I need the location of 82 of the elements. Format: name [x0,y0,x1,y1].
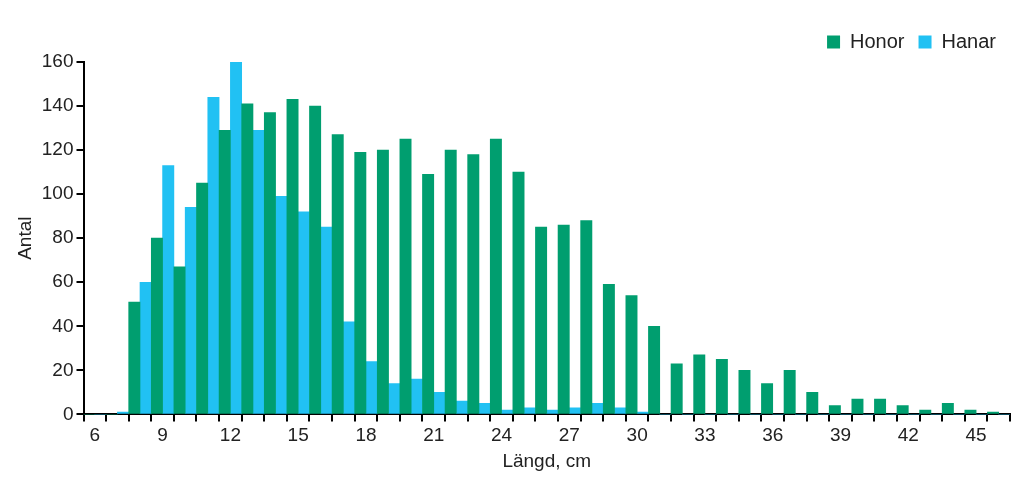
bar [602,284,615,414]
bar [851,398,864,414]
bar [614,407,627,414]
bar [489,138,502,414]
bar [162,165,175,414]
bar [320,226,333,414]
x-tick-label: 27 [558,424,580,446]
x-tick-label: 6 [89,424,101,446]
bar [941,403,954,414]
y-tick-label: 80 [52,226,74,248]
bar [207,96,220,414]
bar [569,407,581,414]
y-tick-label: 140 [41,94,74,116]
bar [523,407,536,414]
x-tick-label: 42 [897,424,919,446]
x-axis-title: Längd, cm [502,449,592,471]
bar [354,151,367,414]
bar [535,226,548,414]
bar [365,361,378,414]
bar [173,266,186,414]
bar [309,105,322,414]
bar [286,99,299,414]
bar [580,220,593,414]
x-tick-label: 45 [965,424,987,446]
bar [512,171,525,414]
bar [828,405,841,414]
y-tick-label: 160 [41,50,74,72]
bar [388,383,401,414]
y-tick-label: 120 [41,138,74,160]
bar [670,363,683,414]
bar [467,154,480,414]
bar [478,403,491,414]
bar [218,129,231,414]
bar [444,149,457,414]
bar [422,174,435,414]
bar [252,129,265,414]
bar [546,409,559,414]
bar [557,224,570,414]
x-tick-label: 39 [829,424,852,446]
bar [128,301,141,414]
legend-label: Hanar [941,29,997,52]
bar [501,409,514,414]
bar [964,409,977,414]
bar [625,295,638,414]
x-tick-label: 9 [157,424,168,446]
bar [648,325,661,414]
bar [738,370,751,414]
bar [591,403,604,414]
bar [783,370,796,414]
bar [874,398,887,414]
bar [433,392,446,414]
x-tick-label: 21 [423,424,445,446]
bar [150,237,163,414]
bar [806,392,819,414]
x-tick-label: 12 [219,424,241,446]
y-tick-label: 40 [52,314,74,336]
bar [410,378,423,414]
bar [139,281,152,414]
bar [761,383,774,414]
x-tick-label: 15 [287,424,309,446]
bar [196,182,209,414]
bar [275,196,288,414]
bar [896,405,909,414]
bar [263,112,276,414]
x-tick-label: 30 [626,424,648,446]
y-tick-label: 100 [41,182,74,204]
y-axis-title: Antal [13,216,35,260]
bar [693,354,706,414]
bar [715,359,728,414]
y-tick-label: 20 [52,358,74,380]
bar [399,138,412,414]
bar [241,103,254,414]
y-tick-label: 0 [62,402,74,424]
y-tick-label: 60 [52,270,74,292]
x-tick-label: 18 [355,424,377,446]
x-tick-label: 24 [490,424,513,446]
x-tick-label: 36 [762,424,784,446]
legend-label: Honor [850,29,905,52]
bar [331,134,344,414]
bar [376,149,389,414]
x-tick-label: 33 [694,424,716,446]
bar [919,409,932,414]
